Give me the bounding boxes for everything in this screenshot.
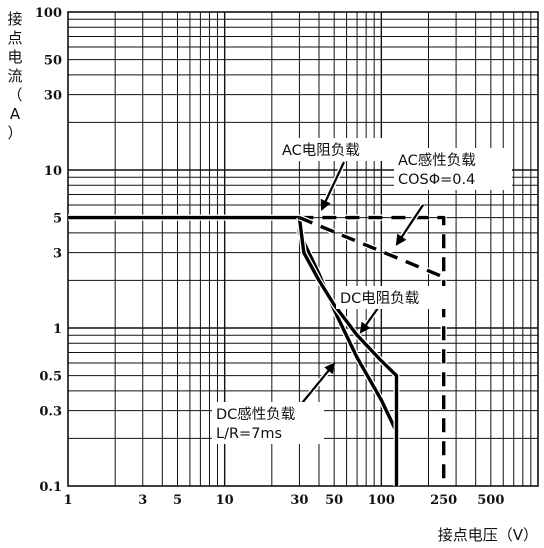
y-tick-label: 1 xyxy=(53,322,62,337)
x-tick-label: 500 xyxy=(477,493,504,508)
y-axis-title-char: 电 xyxy=(7,48,22,66)
y-tick-label: 5 xyxy=(53,212,62,227)
annotation-label-ac-inductive: COSΦ=0.4 xyxy=(398,172,475,188)
y-tick-label: 0.5 xyxy=(39,370,62,385)
y-axis-title-char: （ xyxy=(7,86,22,104)
x-tick-labels: 1 3 5 10 30 50 100 250 500 xyxy=(63,493,504,508)
annotation-arrow xyxy=(320,161,345,211)
x-axis-title: 接点电压（V） xyxy=(438,526,538,544)
y-axis-title-char: ） xyxy=(7,124,22,142)
y-axis-title-char: 流 xyxy=(7,67,22,85)
y-tick-label: 100 xyxy=(35,6,62,21)
series-ac-resistive xyxy=(299,215,446,486)
annotation-arrow xyxy=(395,204,424,246)
y-tick-label: 10 xyxy=(44,164,62,179)
x-tick-label: 5 xyxy=(173,493,182,508)
y-tick-label: 50 xyxy=(44,54,62,69)
series-halo xyxy=(68,214,400,486)
series-ac-inductive xyxy=(298,216,445,279)
series-lines xyxy=(68,214,447,486)
grid xyxy=(68,12,538,486)
annotations: AC电阻负载 AC感性负载 COSΦ=0.4 DC电阻负载 DC感性负载 L/R=7ms xyxy=(212,138,512,444)
annotation-label-dc-inductive: L/R=7ms xyxy=(216,426,282,442)
y-tick-label: 0.1 xyxy=(39,480,62,495)
x-tick-label: 3 xyxy=(138,493,147,508)
annotation-bg xyxy=(278,138,388,161)
plot-frame xyxy=(67,11,539,487)
y-axis-title-char: A xyxy=(10,105,21,123)
y-axis-title-char: 点 xyxy=(7,29,22,47)
x-tick-label: 50 xyxy=(325,493,343,508)
annotation-label-dc-resistive: DC电阻负载 xyxy=(340,290,419,307)
annotation-arrow xyxy=(359,307,379,334)
annotation-bg xyxy=(394,148,512,190)
y-tick-label: 3 xyxy=(53,247,62,262)
annotation-label-ac-inductive: AC感性负载 xyxy=(398,152,476,169)
annotation-bg xyxy=(336,286,454,309)
series-dc-inductive xyxy=(68,215,399,486)
y-tick-labels: 100 50 30 10 5 3 1 0.5 0.3 0.1 xyxy=(35,6,62,495)
x-tick-label: 10 xyxy=(216,493,234,508)
y-tick-label: 0.3 xyxy=(39,405,62,420)
annotation-label-ac-resistive: AC电阻负载 xyxy=(282,142,360,159)
y-tick-label: 30 xyxy=(44,89,62,104)
x-tick-label: 1 xyxy=(63,493,72,508)
x-tick-label: 30 xyxy=(290,493,308,508)
y-axis-title-char: 接 xyxy=(7,10,22,28)
annotation-label-dc-inductive: DC感性负载 xyxy=(216,406,295,423)
x-tick-label: 100 xyxy=(368,493,395,508)
x-tick-label: 250 xyxy=(430,493,457,508)
annotation-bg xyxy=(212,402,324,444)
annotation-arrow xyxy=(297,362,336,409)
annotation-arrows xyxy=(296,160,426,410)
series-dc-resistive xyxy=(297,217,399,486)
plot-border xyxy=(67,11,539,487)
